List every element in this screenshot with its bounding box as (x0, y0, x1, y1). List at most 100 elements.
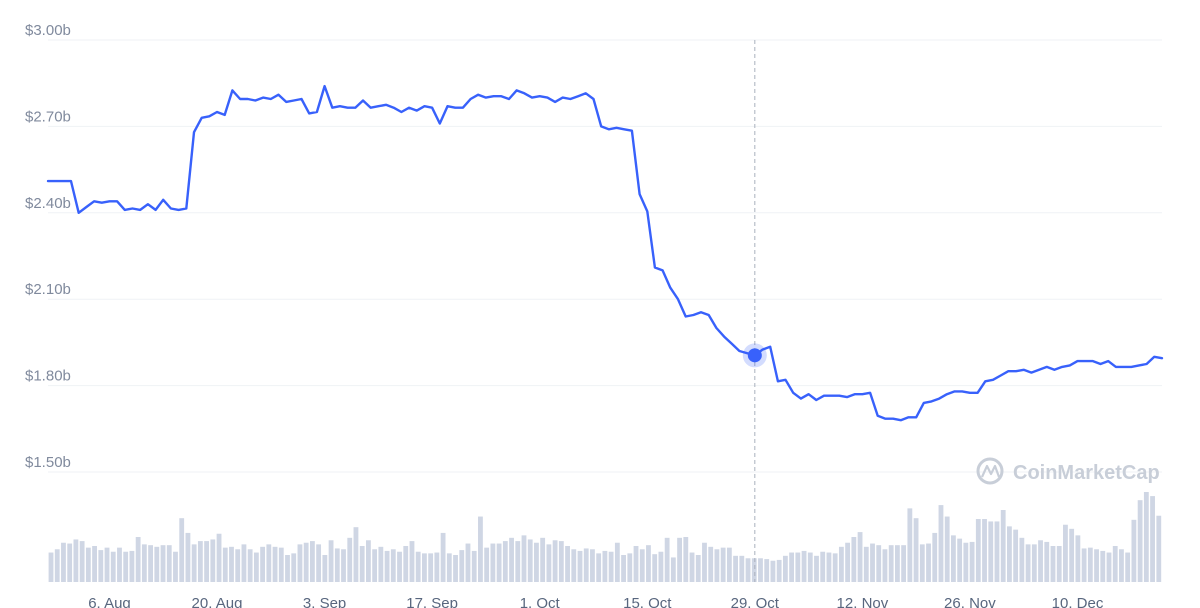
volume-bar (397, 551, 402, 582)
volume-bar (1119, 549, 1124, 582)
volume-bar (1000, 510, 1006, 582)
volume-bar (1150, 496, 1155, 582)
y-tick-label: $1.80b (25, 368, 71, 385)
volume-bar (278, 547, 284, 582)
volume-bar (428, 553, 434, 582)
volume-bar (1081, 548, 1087, 582)
volume-bar (409, 541, 415, 582)
volume-bar (459, 550, 465, 582)
volume-bar (534, 542, 539, 582)
volume-bar (882, 549, 888, 582)
volume-bar (851, 537, 857, 582)
volume-bar (801, 550, 807, 582)
volume-bar (527, 539, 533, 582)
volume-bar (1007, 526, 1012, 582)
volume-bar (832, 553, 838, 582)
volume-bar (994, 521, 1000, 582)
volume-bar (1094, 549, 1099, 582)
volume-bar (627, 553, 633, 582)
volume-bar (1087, 547, 1093, 582)
volume-bar (353, 527, 359, 582)
volume-bar (1125, 552, 1131, 582)
volume-bar (677, 537, 682, 582)
volume-bar (776, 559, 782, 582)
volume-bar (1112, 546, 1118, 582)
volume-bar (440, 532, 446, 582)
volume-bar (235, 549, 241, 582)
volume-bar (683, 537, 689, 582)
volume-bar (1143, 492, 1149, 582)
volume-bar (54, 549, 60, 582)
y-tick-label: $2.70b (25, 108, 71, 125)
volume-bars (48, 492, 1162, 582)
volume-bar (1013, 529, 1019, 582)
volume-bar (478, 516, 483, 582)
volume-bar (1069, 528, 1075, 582)
x-tick-label: 6. Aug (88, 595, 131, 608)
volume-bar (552, 540, 558, 582)
volume-bar (334, 548, 340, 582)
volume-bar (154, 546, 160, 582)
x-tick-label: 15. Oct (623, 595, 672, 608)
x-tick-label: 3. Sep (303, 595, 346, 608)
volume-bar (1137, 500, 1143, 582)
volume-bar (191, 544, 197, 582)
volume-bar (745, 558, 751, 582)
volume-bar (720, 547, 726, 582)
volume-bar (857, 532, 863, 582)
volume-bar (540, 537, 546, 582)
volume-bar (863, 546, 869, 582)
volume-bar (733, 555, 738, 582)
x-tick-label: 10. Dec (1052, 595, 1104, 608)
volume-bar (366, 540, 371, 582)
x-tick-label: 26. Nov (944, 595, 996, 608)
volume-bar (894, 545, 900, 582)
volume-bar (764, 559, 770, 582)
volume-bar (403, 546, 409, 582)
volume-bar (658, 551, 664, 582)
volume-bar (695, 555, 701, 582)
x-tick-label: 12. Nov (837, 595, 889, 608)
volume-bar (888, 545, 894, 582)
volume-bar (1038, 540, 1043, 582)
volume-bar (359, 546, 365, 582)
volume-bar (795, 552, 801, 582)
volume-bar (173, 551, 178, 582)
volume-bar (372, 549, 378, 582)
volume-bar (204, 541, 210, 582)
volume-bar (260, 546, 266, 582)
volume-bar (85, 547, 91, 582)
y-axis: $3.00b $2.70b $2.40b $2.10b $1.80b $1.50b (25, 22, 71, 471)
volume-bar (185, 532, 191, 582)
volume-bar (820, 551, 826, 582)
volume-bar (926, 543, 931, 582)
volume-bar (104, 547, 110, 582)
y-tick-label: $3.00b (25, 22, 71, 39)
volume-bar (179, 518, 185, 582)
volume-bar (1050, 546, 1056, 582)
volume-bar (689, 552, 695, 582)
volume-bar (160, 545, 166, 582)
volume-bar (558, 541, 564, 582)
volume-bar (739, 555, 745, 582)
volume-bar (957, 538, 963, 582)
volume-bar (384, 550, 390, 582)
volume-bar (453, 555, 458, 582)
volume-bar (789, 552, 795, 582)
volume-bar (253, 552, 259, 582)
volume-bar (577, 550, 583, 582)
x-axis: 6. Aug 20. Aug 3. Sep 17. Sep 1. Oct 15. Oct 2… (88, 595, 1104, 608)
volume-bar (726, 547, 732, 582)
coinmarketcap-logo-wave (980, 464, 1001, 478)
y-tick-label: $2.40b (25, 195, 71, 212)
volume-bar (982, 519, 987, 582)
gridlines (48, 39, 1162, 473)
volume-bar (758, 558, 763, 582)
volume-bar (521, 535, 527, 582)
volume-bar (117, 547, 122, 582)
volume-bar (907, 508, 913, 582)
volume-bar (222, 547, 228, 582)
volume-bar (216, 533, 222, 582)
volume-bar (272, 546, 278, 582)
volume-bar (515, 541, 521, 582)
